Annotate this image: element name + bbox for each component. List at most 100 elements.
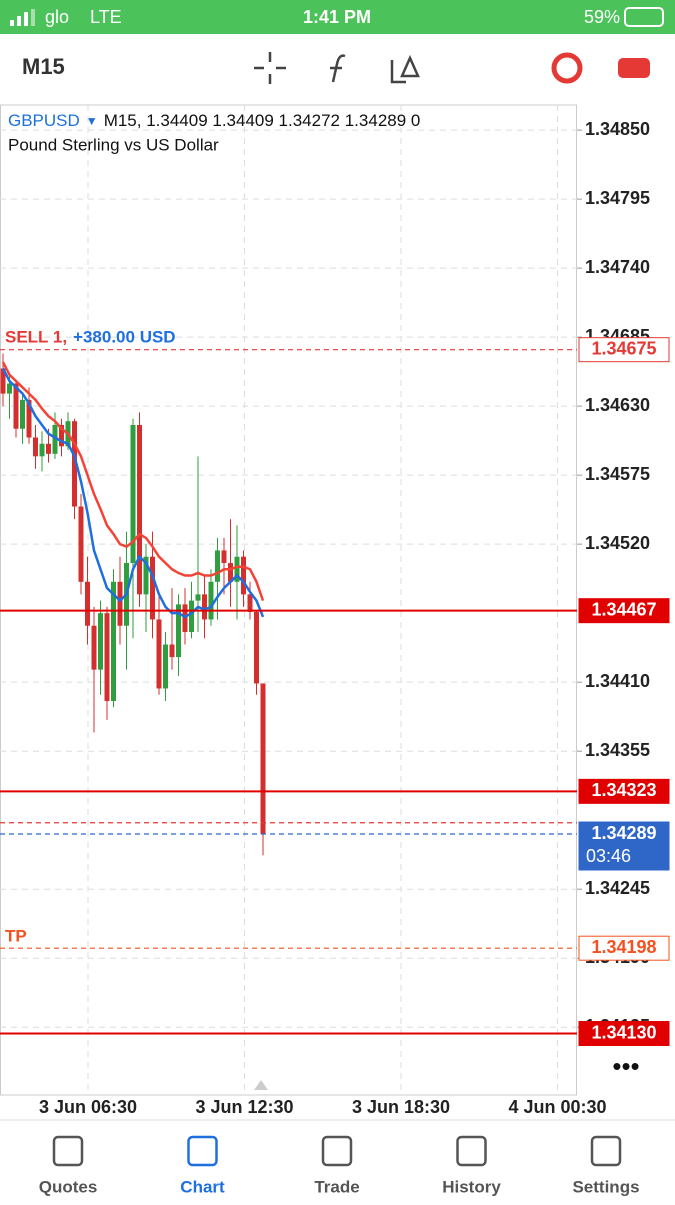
battery-icon bbox=[624, 7, 664, 27]
candle-body bbox=[254, 611, 259, 684]
moving-average bbox=[1, 367, 265, 619]
price-label: 1.34467 bbox=[591, 599, 656, 619]
network: LTE bbox=[90, 7, 122, 27]
position-label: SELL 1, +380.00 USD bbox=[5, 328, 176, 347]
candle-body bbox=[130, 424, 136, 563]
x-tick-label: 3 Jun 18:30 bbox=[352, 1097, 450, 1117]
candle-body bbox=[208, 581, 214, 620]
y-tick-label: 1.34410 bbox=[585, 671, 650, 691]
candle-body bbox=[26, 399, 32, 438]
candle-body bbox=[46, 443, 51, 454]
y-tick-label: 1.34795 bbox=[585, 188, 650, 208]
position-side: SELL 1, bbox=[5, 328, 67, 347]
battery-pct: 59% bbox=[584, 7, 620, 27]
candle-body bbox=[189, 600, 194, 632]
candle-body bbox=[0, 368, 6, 394]
price-label: 1.34130 bbox=[591, 1022, 656, 1042]
nav-label[interactable]: History bbox=[442, 1177, 501, 1196]
scroll-marker bbox=[254, 1080, 268, 1090]
x-tick-label: 3 Jun 12:30 bbox=[195, 1097, 293, 1117]
candle-body bbox=[33, 437, 38, 457]
candle-body bbox=[98, 613, 103, 670]
signal bbox=[10, 9, 35, 26]
account-icon[interactable] bbox=[618, 58, 650, 78]
nav-bar: Quotes Chart Trade History Settings bbox=[39, 1135, 640, 1196]
symbol[interactable]: GBPUSD bbox=[8, 111, 80, 130]
candle-body bbox=[156, 619, 162, 689]
candle-body bbox=[78, 506, 84, 582]
y-tick-label: 1.34355 bbox=[585, 740, 650, 760]
bar-timer: 03:46 bbox=[586, 846, 631, 866]
more-menu[interactable]: ••• bbox=[612, 1051, 639, 1081]
candle-body bbox=[221, 550, 227, 563]
candle-body bbox=[13, 383, 19, 429]
toolbar-icons[interactable] bbox=[254, 52, 420, 84]
candle-body bbox=[117, 581, 123, 626]
price-label: 1.34323 bbox=[591, 780, 656, 800]
candle-body bbox=[72, 421, 77, 507]
nav-icon[interactable] bbox=[590, 1135, 622, 1167]
x-tick-label: 4 Jun 00:30 bbox=[508, 1097, 606, 1117]
x-tick-label: 3 Jun 06:30 bbox=[39, 1097, 137, 1117]
candle-body bbox=[137, 424, 142, 595]
candle-body bbox=[91, 625, 97, 670]
chart-frame bbox=[0, 104, 577, 1096]
candle-body bbox=[150, 556, 155, 620]
price-label: 1.34675 bbox=[591, 338, 656, 358]
tp-label: TP bbox=[5, 927, 27, 946]
chart-header: GBPUSD ▼ M15, 1.34409 1.34409 1.34272 1.34… bbox=[8, 111, 420, 130]
candle-body bbox=[241, 556, 246, 595]
price-label-box bbox=[578, 598, 670, 624]
nav-icon[interactable] bbox=[456, 1135, 487, 1167]
candle-body bbox=[169, 644, 175, 658]
nav-label[interactable]: Settings bbox=[572, 1177, 639, 1196]
candle-body bbox=[111, 581, 116, 702]
price-label-box bbox=[578, 778, 670, 804]
candle-body bbox=[228, 562, 233, 582]
nav-label[interactable]: Quotes bbox=[39, 1177, 98, 1196]
trade-icon[interactable] bbox=[551, 52, 583, 84]
candle-body bbox=[7, 383, 12, 394]
price-label-box bbox=[578, 1021, 670, 1047]
subtitle: Pound Sterling vs US Dollar bbox=[8, 135, 219, 154]
price-label-box bbox=[578, 821, 670, 871]
chart: 1.348501.347951.347401.346851.346301.345… bbox=[0, 105, 670, 1117]
nav-label[interactable]: Trade bbox=[314, 1177, 359, 1196]
price-label: 1.34198 bbox=[591, 937, 656, 957]
price-label: 1.34289 bbox=[591, 823, 656, 843]
y-tick-label: 1.34245 bbox=[585, 878, 650, 898]
ohlc: M15, 1.34409 1.34409 1.34272 1.34289 0 bbox=[104, 111, 421, 130]
candle-body bbox=[260, 683, 266, 835]
nav-icon[interactable] bbox=[321, 1135, 353, 1167]
nav-icon[interactable] bbox=[187, 1135, 218, 1167]
candle-body bbox=[104, 613, 110, 702]
candle-body bbox=[195, 594, 201, 601]
candle-body bbox=[143, 556, 149, 595]
y-tick-label: 1.34520 bbox=[585, 533, 650, 553]
carrier: glo bbox=[45, 7, 69, 27]
candle-body bbox=[247, 594, 253, 612]
candle-body bbox=[39, 443, 45, 457]
position-profit: +380.00 USD bbox=[73, 328, 176, 347]
candle-body bbox=[52, 424, 58, 454]
price-label-box bbox=[578, 337, 670, 363]
y-tick-label: 1.34850 bbox=[585, 119, 650, 139]
timeframe[interactable]: M15 bbox=[22, 54, 65, 79]
candle-body bbox=[163, 644, 168, 689]
candle-body bbox=[215, 550, 220, 582]
candle-body bbox=[176, 604, 181, 658]
status-bar bbox=[0, 0, 675, 34]
y-tick-label: 1.34630 bbox=[585, 395, 650, 415]
y-tick-label: 1.34740 bbox=[585, 257, 650, 277]
candle-body bbox=[202, 594, 207, 620]
time: 1:41 PM bbox=[303, 7, 371, 27]
y-tick-label: 1.34575 bbox=[585, 464, 650, 484]
candle-body bbox=[85, 581, 90, 626]
price-label-box bbox=[578, 935, 670, 961]
nav-icon[interactable] bbox=[52, 1135, 84, 1167]
moving-average bbox=[1, 361, 265, 602]
candle-body bbox=[20, 399, 25, 429]
nav-label[interactable]: Chart bbox=[180, 1177, 225, 1196]
